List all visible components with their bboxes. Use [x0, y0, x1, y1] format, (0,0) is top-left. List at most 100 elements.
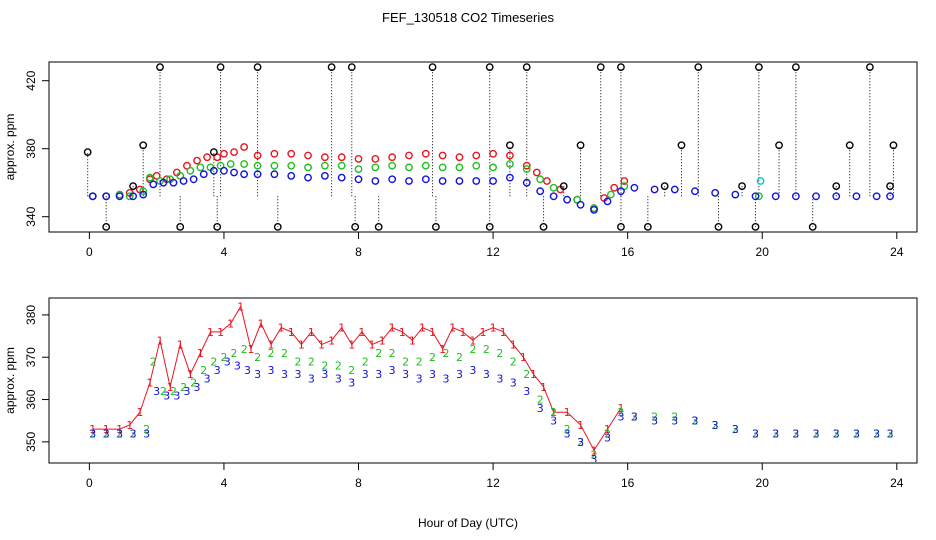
top-panel: 0 4 8 12 16 20 24 340 380 420 approx. ppm [3, 61, 918, 259]
point-black [714, 222, 723, 231]
point-blue: 3 [335, 372, 342, 385]
point-black [216, 63, 225, 71]
point-blue [506, 173, 514, 182]
point-blue [590, 205, 598, 214]
point-black [129, 182, 138, 191]
point-green: 2 [375, 347, 382, 360]
point-black [139, 141, 148, 150]
point-blue: 3 [294, 368, 301, 381]
point-blue [189, 175, 198, 184]
point-green: 2 [335, 360, 342, 373]
point-red [193, 156, 201, 165]
point-black [176, 222, 185, 231]
point-red: 1 [278, 322, 285, 335]
point-black [845, 141, 854, 150]
point-cyan [756, 177, 765, 185]
point-blue: 3 [224, 355, 231, 368]
point-blue [522, 178, 531, 187]
point-green: 2 [887, 427, 894, 440]
point-red [337, 153, 346, 162]
point-green: 2 [130, 427, 137, 440]
point-black [83, 148, 92, 157]
point-blue [438, 177, 447, 185]
y-tick-label: 360 [24, 389, 38, 409]
point-black [431, 222, 440, 231]
point-green: 2 [510, 355, 517, 368]
x-tick-label: 0 [86, 476, 93, 490]
point-green: 2 [416, 355, 423, 368]
point-blue: 3 [163, 389, 170, 402]
point-red [240, 143, 249, 151]
point-blue: 3 [550, 415, 557, 428]
y-axis-label: approx. ppm [3, 114, 17, 181]
point-green: 2 [772, 427, 779, 440]
point-black [738, 182, 746, 191]
point-blue: 3 [194, 381, 201, 394]
point-blue [159, 178, 168, 187]
x-tick-label: 12 [486, 245, 500, 259]
point-green [304, 163, 312, 172]
point-green: 2 [180, 381, 187, 394]
point-blue [354, 175, 363, 184]
point-black [791, 63, 800, 71]
point-blue: 3 [308, 372, 315, 385]
point-blue: 3 [691, 415, 698, 428]
point-green: 2 [200, 364, 207, 377]
point-black [694, 63, 703, 71]
y-axis-label: approx. ppm [3, 347, 17, 414]
point-blue [886, 192, 894, 201]
point-blue: 3 [510, 377, 517, 390]
point-green [146, 173, 154, 182]
x-tick-label: 16 [621, 476, 635, 490]
point-red: 1 [469, 334, 476, 347]
point-red [620, 177, 629, 185]
point-blue: 3 [813, 427, 820, 440]
point-red: 1 [449, 322, 456, 335]
point-blue: 3 [523, 385, 530, 398]
x-tick-label: 16 [621, 245, 635, 259]
point-blue: 3 [116, 427, 123, 440]
point-green [125, 192, 134, 201]
point-blue: 3 [130, 427, 137, 440]
point-blue [230, 168, 238, 177]
point-red: 1 [308, 326, 315, 339]
point-blue: 3 [577, 436, 584, 449]
point-black [351, 222, 360, 231]
point-black [576, 141, 585, 150]
point-green: 2 [254, 351, 261, 364]
point-blue [169, 178, 178, 187]
point-black [886, 182, 894, 191]
point-red [532, 168, 541, 177]
point-blue: 3 [887, 427, 894, 440]
point-red [522, 161, 531, 170]
point-red: 1 [126, 419, 133, 432]
point-green: 2 [389, 347, 396, 360]
point-green: 2 [231, 347, 238, 360]
point-blue [489, 177, 497, 185]
point-green: 2 [651, 410, 658, 423]
point-green: 2 [691, 415, 698, 428]
point-red [438, 151, 447, 160]
x-tick-label: 24 [890, 476, 904, 490]
point-green: 2 [429, 351, 436, 364]
y-tick-label: 370 [24, 347, 38, 367]
point-green: 2 [752, 427, 759, 440]
point-red: 1 [298, 339, 305, 352]
point-red: 1 [564, 406, 571, 419]
point-green: 2 [89, 427, 96, 440]
point-blue: 3 [214, 364, 221, 377]
point-blue [691, 187, 699, 196]
point-blue [812, 192, 820, 201]
point-red: 1 [237, 300, 244, 313]
point-black [889, 141, 898, 150]
point-red: 1 [207, 326, 214, 339]
point-red: 1 [389, 322, 396, 335]
point-blue: 3 [234, 360, 241, 373]
point-green [438, 163, 447, 172]
point-blue [617, 187, 625, 196]
point-red: 1 [530, 368, 537, 381]
point-red: 1 [480, 326, 487, 339]
point-green: 2 [873, 427, 880, 440]
point-blue [320, 171, 329, 180]
